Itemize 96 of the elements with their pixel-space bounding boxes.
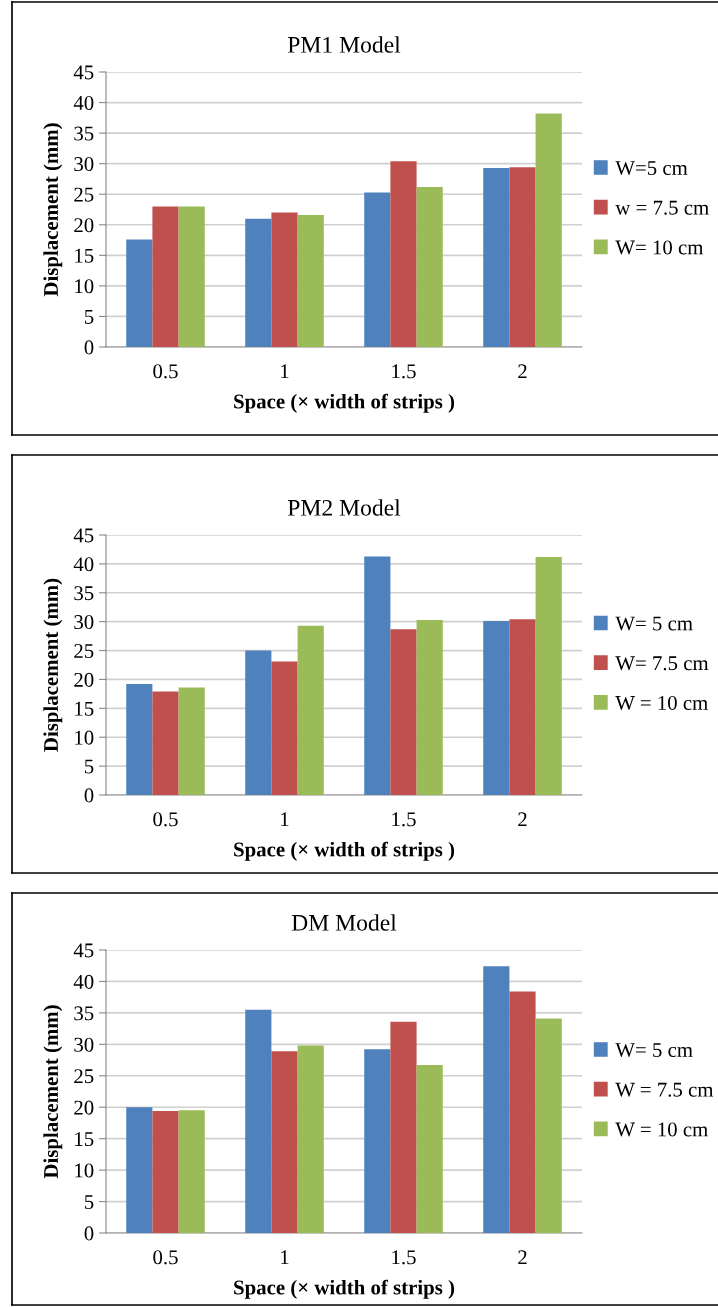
bar bbox=[245, 650, 272, 795]
bar bbox=[364, 1049, 391, 1233]
bar bbox=[416, 1065, 443, 1233]
y-tick-label: 35 bbox=[74, 586, 94, 601]
y-tick-label: 30 bbox=[74, 157, 94, 172]
y-tick-label: 5 bbox=[84, 1195, 94, 1209]
chart-title: PM1 Model bbox=[287, 36, 401, 53]
bar bbox=[535, 113, 562, 347]
y-tick-label: 0 bbox=[84, 788, 94, 803]
x-tick-label: 2 bbox=[518, 812, 527, 827]
y-tick-label: 5 bbox=[84, 310, 94, 324]
bar bbox=[178, 687, 205, 795]
y-tick-label: 45 bbox=[73, 65, 94, 80]
x-tick-label: 1.5 bbox=[392, 812, 416, 827]
bar bbox=[126, 684, 153, 795]
y-tick-label: 10 bbox=[75, 279, 94, 294]
x-axis-title: Space (× width of strips ) bbox=[234, 841, 455, 861]
bar bbox=[126, 1107, 153, 1233]
legend-label: W= 7.5 cm bbox=[615, 656, 709, 671]
bar bbox=[535, 1018, 562, 1233]
legend-label: W = 7.5 cm bbox=[615, 1082, 714, 1097]
legend-label: W = 10 cm bbox=[615, 1122, 708, 1137]
x-tick-label: 1 bbox=[281, 812, 289, 827]
bar bbox=[535, 556, 562, 795]
x-tick-label: 1.5 bbox=[392, 364, 416, 379]
bar bbox=[152, 691, 179, 795]
y-tick-label: 25 bbox=[74, 1069, 94, 1084]
bar bbox=[390, 629, 417, 795]
y-tick-label: 5 bbox=[84, 759, 94, 774]
y-tick-label: 0 bbox=[84, 1226, 94, 1241]
x-tick-label: 1 bbox=[281, 1250, 289, 1265]
bar bbox=[152, 1111, 179, 1233]
y-axis-title: Displacement (mm) bbox=[43, 1005, 63, 1179]
bar bbox=[245, 1009, 272, 1233]
x-tick-label: 1 bbox=[281, 364, 289, 379]
legend-label: W=5 cm bbox=[615, 161, 688, 176]
bar bbox=[364, 556, 391, 795]
y-tick-label: 15 bbox=[75, 248, 94, 263]
y-tick-label: 30 bbox=[74, 615, 94, 630]
bar bbox=[483, 621, 510, 795]
y-tick-label: 20 bbox=[74, 218, 94, 233]
bar bbox=[178, 206, 205, 347]
bar bbox=[152, 206, 179, 347]
x-tick-label: 2 bbox=[518, 1250, 527, 1265]
y-tick-label: 45 bbox=[73, 943, 94, 958]
x-tick-label: 1.5 bbox=[392, 1250, 416, 1265]
bar bbox=[297, 625, 324, 795]
bar bbox=[297, 1045, 324, 1233]
legend-label: W= 10 cm bbox=[615, 240, 704, 255]
x-tick-label: 0.5 bbox=[153, 364, 178, 379]
y-tick-label: 30 bbox=[74, 1037, 94, 1052]
legend-label: W = 10 cm bbox=[615, 695, 708, 711]
bar bbox=[297, 215, 324, 347]
y-tick-label: 15 bbox=[75, 701, 94, 716]
bar bbox=[416, 186, 443, 347]
legend-label: w = 7.5 cm bbox=[615, 200, 709, 215]
y-tick-label: 40 bbox=[73, 557, 94, 572]
bar bbox=[271, 1051, 298, 1233]
bar bbox=[390, 161, 417, 347]
x-tick-label: 0.5 bbox=[153, 1250, 178, 1265]
chart-title: PM2 Model bbox=[287, 499, 401, 516]
chart-title: DM Model bbox=[291, 914, 397, 931]
y-tick-label: 35 bbox=[74, 126, 94, 141]
y-axis-title: Displacement (mm) bbox=[43, 578, 63, 752]
y-axis-title: Displacement (mm) bbox=[43, 123, 63, 297]
y-tick-label: 45 bbox=[73, 528, 94, 543]
bar bbox=[509, 167, 536, 347]
bar bbox=[245, 218, 272, 347]
bar bbox=[416, 619, 443, 795]
bar bbox=[126, 239, 153, 347]
x-axis-title: Space (× width of strips ) bbox=[234, 393, 455, 413]
y-tick-label: 40 bbox=[73, 95, 94, 110]
bar bbox=[364, 192, 391, 347]
x-tick-label: 2 bbox=[518, 364, 527, 379]
y-tick-label: 40 bbox=[73, 974, 94, 989]
bar bbox=[271, 661, 298, 795]
y-tick-label: 20 bbox=[74, 1100, 94, 1115]
y-tick-label: 35 bbox=[74, 1006, 94, 1021]
x-axis-title: Space (× width of strips ) bbox=[234, 1279, 455, 1299]
bar bbox=[509, 991, 536, 1233]
y-tick-label: 20 bbox=[74, 672, 94, 687]
bar bbox=[390, 1021, 417, 1233]
y-tick-label: 0 bbox=[84, 340, 94, 355]
bar bbox=[178, 1110, 205, 1233]
bar bbox=[483, 966, 510, 1233]
bar bbox=[271, 212, 298, 347]
y-tick-label: 10 bbox=[75, 1163, 94, 1178]
legend-label: W= 5 cm bbox=[615, 616, 693, 631]
y-tick-label: 10 bbox=[75, 730, 94, 745]
y-tick-label: 25 bbox=[74, 643, 94, 658]
bar bbox=[509, 619, 536, 795]
legend-label: W= 5 cm bbox=[615, 1043, 693, 1058]
x-tick-label: 0.5 bbox=[153, 812, 178, 827]
y-tick-label: 25 bbox=[74, 187, 94, 202]
bar bbox=[483, 167, 510, 347]
y-tick-label: 15 bbox=[75, 1132, 94, 1147]
